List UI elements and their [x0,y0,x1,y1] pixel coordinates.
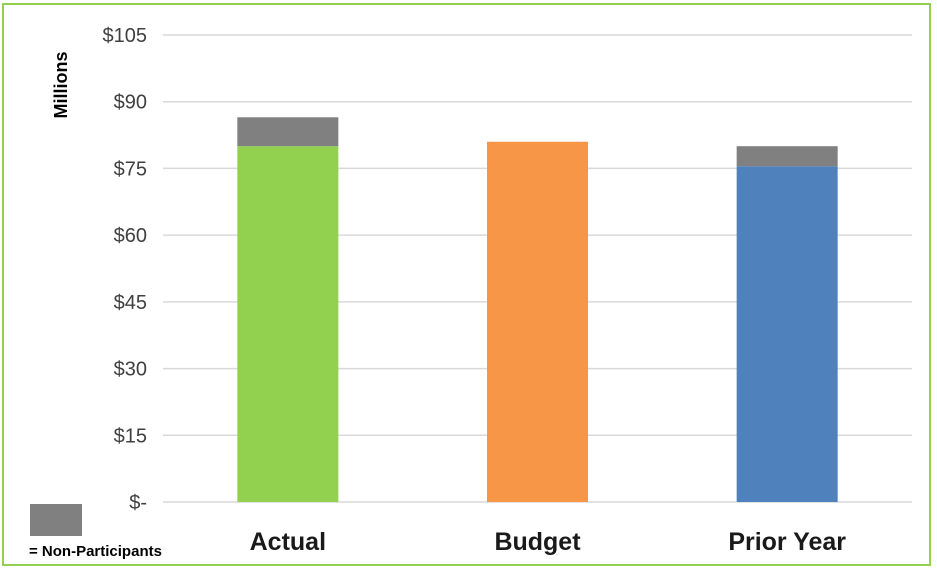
y-tick-label: $90 [114,92,147,114]
x-label-actual: Actual [250,528,326,556]
bar-prior-year-non-participants [736,146,838,167]
bar-actual [237,146,339,502]
legend-label-non-participants: = Non-Participants [29,543,162,560]
legend: = Non-Participants [29,504,162,560]
y-tick-label: $75 [114,158,147,180]
y-tick-label: $15 [114,425,147,447]
y-axis-label: Millions [51,52,71,119]
y-tick-label: $105 [103,25,148,47]
y-tick-label: $60 [114,225,147,247]
bars [237,117,838,502]
y-tick-label: $- [129,492,147,514]
x-label-prior-year: Prior Year [728,528,846,556]
y-axis-ticks: $- $15 $30 $45 $60 $75 $90 $105 [103,25,148,514]
y-tick-label: $45 [114,292,147,314]
x-label-budget: Budget [494,528,581,556]
bar-prior-year [736,166,838,502]
bar-actual-non-participants [237,117,339,147]
bar-budget [487,141,588,502]
legend-swatch-non-participants [30,504,82,536]
y-tick-label: $30 [114,359,147,381]
x-axis-labels: Actual Budget Prior Year [250,528,847,556]
